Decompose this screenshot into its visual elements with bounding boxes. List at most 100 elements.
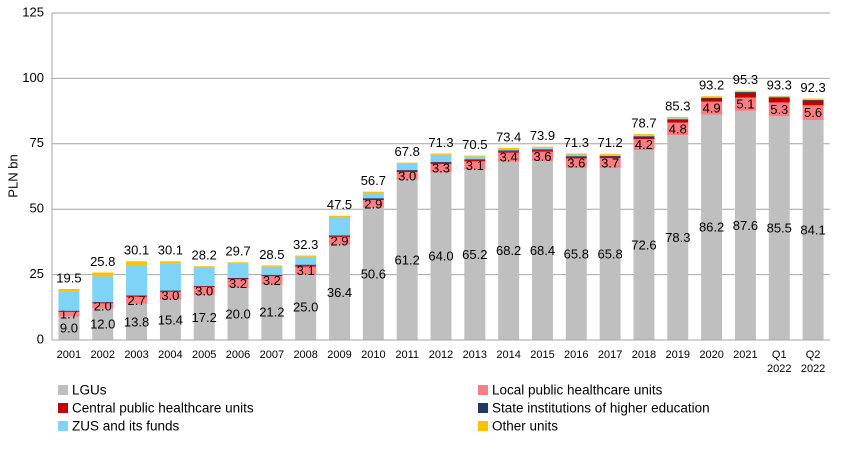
data-label: 65.8 (597, 246, 622, 261)
bar-segment (633, 150, 655, 340)
bar-segment (734, 97, 756, 111)
bar-segment (329, 217, 351, 236)
data-label: 3.2 (263, 273, 281, 288)
bar-segment (498, 161, 520, 340)
x-tick-label: 2006 (225, 349, 251, 361)
data-label: 9.0 (60, 321, 78, 336)
bar-segment (159, 291, 181, 292)
bar-segment (295, 264, 317, 266)
legend-label: Other units (492, 419, 558, 434)
bar-segment (362, 192, 384, 199)
data-label: 5.1 (736, 97, 754, 112)
total-label: 92.3 (800, 80, 825, 95)
bar-segment (531, 149, 553, 151)
bar-segment (193, 295, 215, 340)
bar-segment (565, 156, 587, 159)
bar-segment (768, 102, 790, 117)
x-tick-label: 2017 (597, 349, 623, 361)
bar-segment (802, 100, 824, 106)
legend-swatch (58, 421, 68, 431)
bar-segment (464, 169, 486, 340)
legend-label: ZUS and its funds (72, 419, 180, 434)
total-label: 56.7 (361, 173, 386, 188)
bar-segment (734, 90, 756, 92)
y-tick-label: 125 (22, 4, 44, 19)
data-label: 5.3 (770, 102, 788, 117)
bar-segment (667, 116, 689, 119)
total-label: 85.3 (665, 98, 690, 113)
x-tick-label: 2008 (293, 349, 318, 361)
bar-segment (227, 278, 249, 280)
bar-segment (126, 265, 148, 296)
x-tick-label: 2005 (191, 349, 217, 361)
bar-segment (430, 154, 452, 162)
y-axis-label: PLN bn (5, 154, 20, 197)
bar-segment (768, 98, 790, 103)
bar-segment (261, 284, 283, 340)
data-label: 3.1 (466, 158, 484, 173)
bar-segment (565, 156, 587, 157)
bar-segment (599, 167, 621, 340)
bar-segment (227, 279, 249, 288)
bar-segment (667, 119, 689, 120)
total-label: 25.8 (90, 254, 115, 269)
bar-segment (464, 156, 486, 160)
bar-segment (565, 167, 587, 340)
legend-swatch (478, 385, 488, 395)
x-tick-label: 2011 (395, 349, 419, 361)
bar-segment (396, 170, 418, 173)
bar-segment (633, 136, 655, 137)
bar-segment (295, 266, 317, 275)
x-tick-label: 2021 (733, 349, 758, 361)
bar-segment (633, 139, 655, 151)
data-label: 50.6 (361, 266, 386, 281)
bar-segment (633, 134, 655, 136)
total-label: 47.5 (327, 197, 352, 212)
x-tick-label: 2018 (631, 349, 657, 361)
total-label: 93.3 (767, 77, 792, 92)
legend-swatch (58, 403, 68, 413)
bar-segment (498, 147, 520, 150)
bar-segment (633, 136, 655, 140)
bar-segment (802, 119, 824, 340)
bar-segment (396, 163, 418, 170)
bar-segment (261, 276, 283, 285)
bar-segment (159, 261, 181, 264)
legend-label: Local public healthcare units (492, 383, 663, 398)
bar-segment (531, 146, 553, 148)
bar-segment (464, 159, 486, 161)
bar-segment (159, 299, 181, 340)
data-label: 3.0 (398, 168, 416, 183)
bar-segment (362, 198, 384, 199)
data-label: 3.6 (567, 156, 585, 171)
data-label: 85.5 (767, 221, 792, 236)
bar-segment (565, 158, 587, 168)
bar-segment (58, 312, 80, 317)
data-label: 3.0 (195, 284, 213, 299)
bar-segment (227, 263, 249, 279)
data-label: 84.1 (800, 222, 825, 237)
bar-segment (92, 303, 114, 309)
bar-segment (58, 316, 80, 340)
bar-segment (159, 290, 181, 292)
bar-segment (565, 154, 587, 157)
bar-segment (126, 296, 148, 304)
bar-segment (329, 244, 351, 340)
bar-segment (126, 295, 148, 297)
bar-segment (667, 135, 689, 340)
x-tick-label: 2014 (496, 349, 521, 361)
data-label: 3.6 (533, 149, 551, 164)
bar-segment (701, 114, 723, 341)
bar-segment (498, 152, 520, 162)
bar-segment (396, 172, 418, 180)
bar-segment (667, 122, 689, 136)
data-label: 5.6 (804, 105, 822, 120)
bar-segment (295, 256, 317, 265)
x-tick-label: 2012 (428, 349, 454, 361)
data-label: 17.2 (192, 310, 217, 325)
bar-segment (734, 92, 756, 93)
data-label: 64.0 (428, 249, 453, 264)
bar-segment (362, 191, 384, 193)
data-label: 3.1 (297, 263, 315, 278)
